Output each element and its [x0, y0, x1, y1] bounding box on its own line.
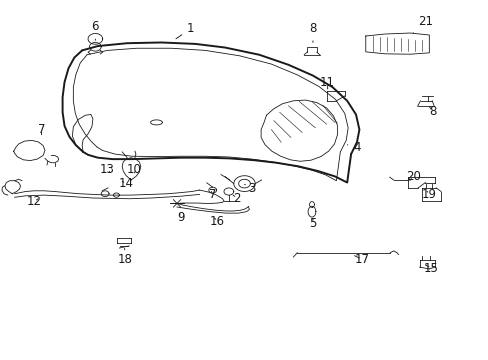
Text: 9: 9 — [177, 211, 184, 224]
Text: 13: 13 — [100, 163, 115, 176]
Text: 10: 10 — [127, 163, 142, 176]
Text: 20: 20 — [405, 170, 420, 183]
Text: 6: 6 — [91, 21, 99, 40]
Text: 2: 2 — [233, 192, 241, 204]
Text: 11: 11 — [320, 76, 334, 89]
Text: 17: 17 — [354, 253, 368, 266]
Text: 8: 8 — [308, 22, 316, 42]
Text: 16: 16 — [210, 215, 224, 228]
Text: 8: 8 — [428, 105, 436, 118]
Text: 3: 3 — [244, 183, 255, 195]
Text: 21: 21 — [412, 15, 432, 33]
Text: 1: 1 — [176, 22, 194, 39]
Text: 4: 4 — [346, 141, 360, 154]
Text: 12: 12 — [27, 195, 41, 208]
Text: 14: 14 — [119, 177, 133, 190]
Text: 19: 19 — [421, 188, 436, 201]
Text: 7: 7 — [208, 188, 216, 201]
Text: 5: 5 — [308, 217, 316, 230]
Text: 15: 15 — [423, 262, 438, 275]
Text: 7: 7 — [38, 123, 45, 136]
Text: 18: 18 — [117, 248, 132, 266]
